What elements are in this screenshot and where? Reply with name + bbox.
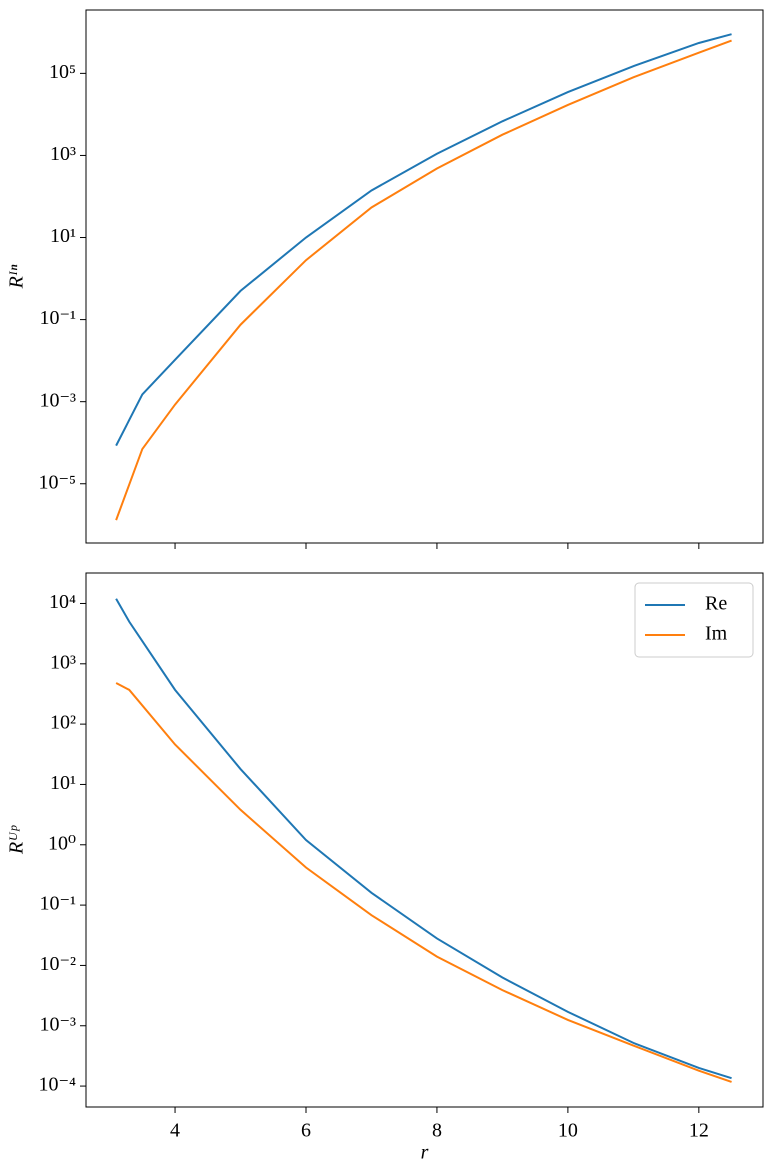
y-tick-label: 10⁻²	[39, 953, 76, 975]
axes-frame	[85, 572, 764, 1108]
x-tick-label: 8	[432, 1120, 442, 1142]
x-axis-label: r	[421, 1142, 429, 1164]
y-tick-label: 10⁻⁴	[38, 1074, 76, 1096]
y-tick-label: 10³	[50, 143, 76, 165]
y-tick-label: 10⁵	[49, 61, 76, 83]
y-tick-label: 10⁻¹	[39, 893, 76, 915]
series-line	[115, 39, 732, 521]
y-axis-label: Rᴵⁿ	[6, 264, 28, 289]
y-tick-label: 10⁻¹	[39, 307, 76, 329]
y-tick-label: 10³	[50, 651, 76, 673]
series-line	[115, 33, 732, 447]
y-tick-label: 10⁻³	[39, 1013, 76, 1035]
y-tick-label: 10⁻³	[39, 389, 76, 411]
axes-frame	[85, 9, 764, 544]
y-tick-label: 10⁰	[48, 832, 76, 854]
legend-label: Im	[705, 623, 728, 645]
legend-box	[634, 582, 754, 658]
legend: Re Im	[634, 582, 754, 658]
x-tick-label: 12	[689, 1120, 709, 1142]
y-tick-label: 10⁴	[49, 591, 76, 613]
x-tick-label: 10	[558, 1120, 578, 1142]
y-tick-label: 10⁻⁵	[38, 471, 76, 493]
y-axis-label: Rᵁᵖ	[6, 825, 28, 855]
x-tick-label: 4	[170, 1120, 180, 1142]
series-line	[115, 598, 732, 1080]
y-tick-label: 10¹	[50, 772, 76, 794]
x-tick-label: 6	[301, 1120, 311, 1142]
series-line	[115, 682, 732, 1083]
legend-label: Re	[705, 593, 727, 615]
y-tick-label: 10²	[50, 712, 76, 734]
y-tick-label: 10¹	[50, 225, 76, 247]
